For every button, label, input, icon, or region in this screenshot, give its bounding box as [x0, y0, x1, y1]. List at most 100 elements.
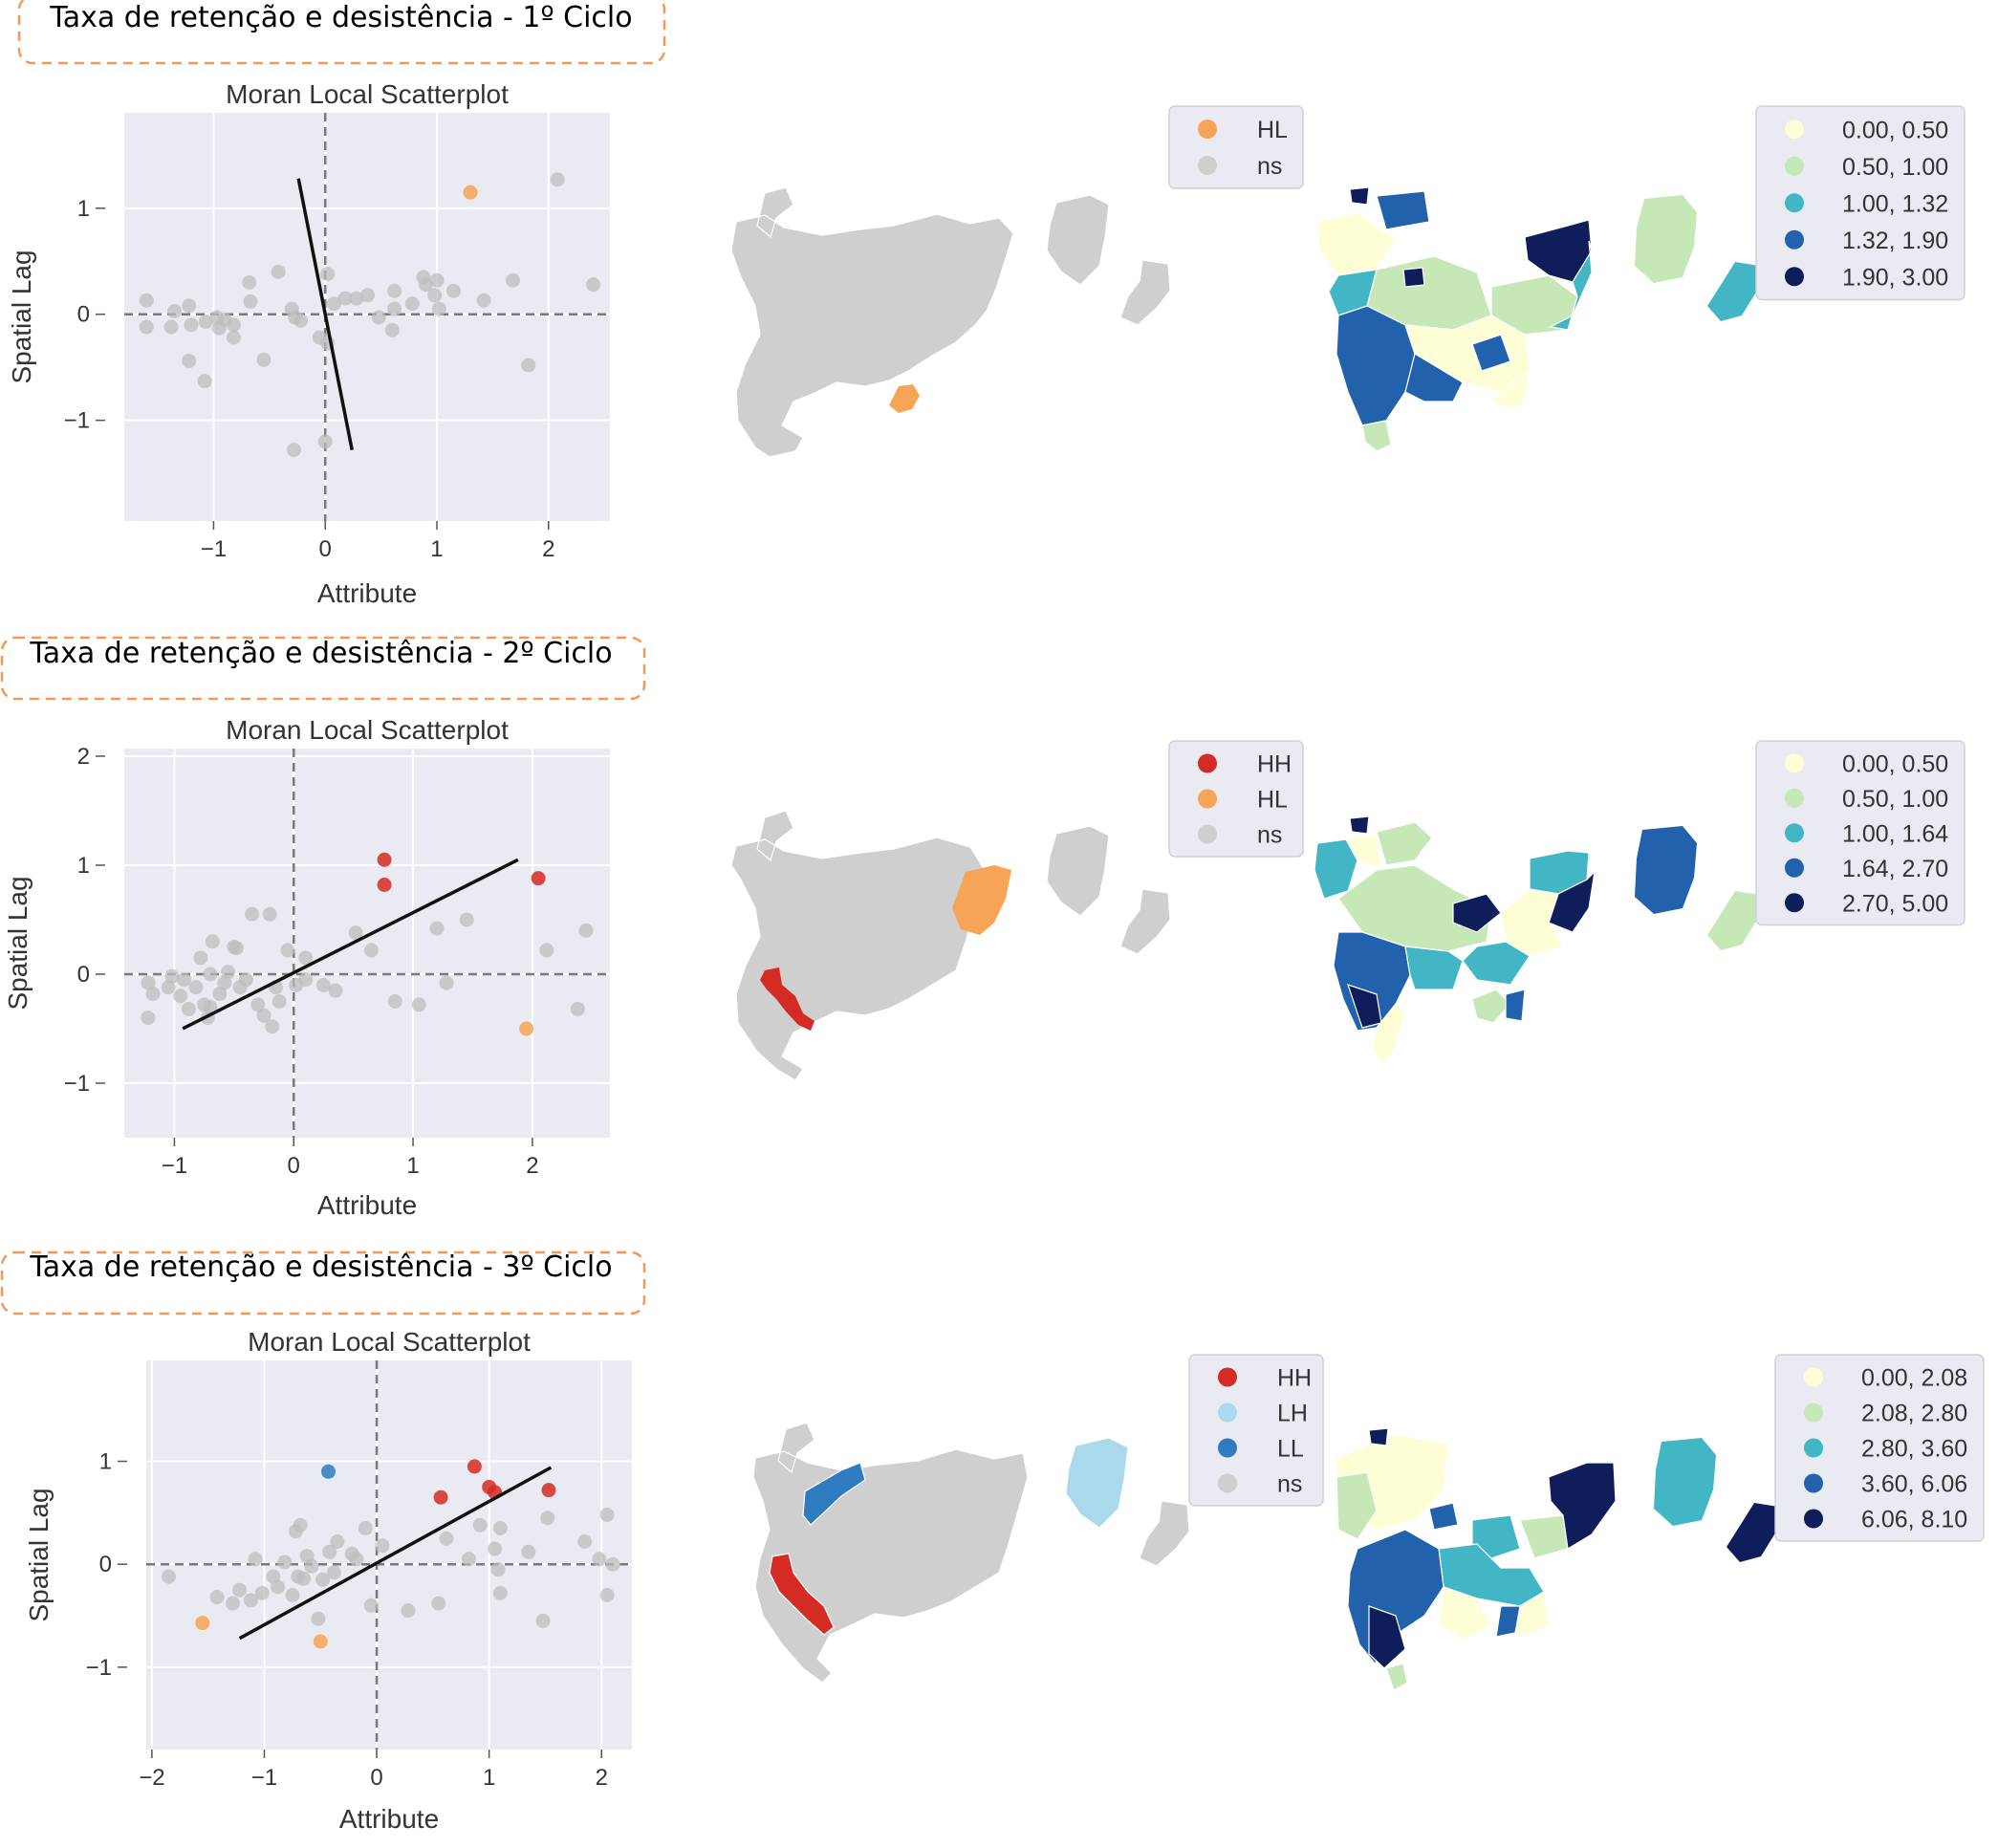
map-region-q1 — [1345, 833, 1382, 869]
legend-label: HL — [1257, 787, 1288, 814]
legend-swatch — [1785, 753, 1804, 773]
data-point-ns — [349, 1552, 364, 1567]
data-point-hh — [541, 1483, 556, 1498]
plot-area — [124, 749, 610, 1138]
section-2: Taxa de retenção e desistência - 2º Cicl… — [0, 636, 1965, 1220]
y-tick-label: −1 — [64, 1071, 90, 1097]
data-point-ns — [605, 1556, 620, 1572]
data-point-ns — [265, 1019, 280, 1034]
map-region-q2b — [1519, 1514, 1569, 1559]
chart-title: Moran Local Scatterplot — [226, 79, 509, 109]
legend-label: 1.32, 1.90 — [1842, 228, 1948, 254]
legend-label: 0.00, 0.50 — [1842, 750, 1948, 777]
legend-box — [1774, 1354, 1985, 1542]
data-point-ns — [539, 943, 554, 958]
data-point-ns — [262, 906, 277, 922]
data-point-ns — [245, 906, 260, 922]
data-point-ns — [427, 288, 443, 303]
legend-label: 1.90, 3.00 — [1842, 264, 1948, 291]
data-point-ns — [429, 272, 445, 288]
legend-label: 2.70, 5.00 — [1842, 890, 1948, 917]
legend-swatch — [1785, 823, 1804, 843]
legend-label: 1.00, 1.64 — [1842, 820, 1948, 847]
y-tick-label: 2 — [77, 744, 90, 770]
legend-label: ns — [1277, 1471, 1302, 1498]
data-point-ns — [287, 443, 302, 458]
lisa-legend-1: HL ns — [1168, 105, 1304, 189]
map-region-q4d — [1471, 334, 1511, 372]
legend-label: 1.00, 1.32 — [1842, 190, 1948, 217]
x-axis-label: Attribute — [339, 1804, 439, 1834]
legend-label: 2.08, 2.80 — [1861, 1401, 1967, 1427]
data-point-ll — [321, 1464, 336, 1479]
legend-label: LH — [1277, 1401, 1308, 1427]
data-point-ns — [459, 912, 474, 927]
data-point-ns — [492, 1585, 508, 1600]
section-1: Taxa de retenção e desistência - 1º Cicl… — [7, 0, 1965, 608]
data-point-ns — [162, 1569, 177, 1584]
map-region-q5b — [1452, 893, 1502, 933]
x-tick-label: 1 — [406, 1153, 419, 1179]
legend-label: HL — [1257, 117, 1288, 143]
y-tick-label: −1 — [64, 408, 90, 434]
legend-swatch — [1785, 229, 1804, 250]
map-region-hh — [769, 1553, 835, 1636]
legend-swatch — [1218, 1473, 1237, 1493]
data-point-ns — [570, 1001, 585, 1016]
data-point-ns — [182, 298, 197, 314]
data-point-hh — [433, 1489, 448, 1505]
map-region-q1b — [1438, 1586, 1492, 1641]
map-region-hl — [952, 865, 1011, 935]
data-point-ns — [387, 993, 402, 1009]
map-region-q3d — [1404, 946, 1464, 990]
map-region-q4 — [1376, 190, 1430, 230]
data-point-ns — [271, 1579, 286, 1595]
x-tick-label: 0 — [319, 536, 332, 562]
map-region-q5 — [1368, 1427, 1389, 1446]
data-point-ns — [446, 283, 462, 298]
data-point-ns — [585, 277, 600, 293]
data-point-ns — [472, 1517, 488, 1533]
map-island-q4 — [1635, 826, 1697, 914]
data-point-ns — [242, 274, 257, 290]
legend-swatch — [1785, 267, 1804, 287]
data-point-ns — [577, 1534, 593, 1550]
data-point-ns — [176, 972, 191, 988]
data-point-ns — [327, 296, 342, 312]
lisa-legend-3: HH LH LL ns — [1188, 1354, 1324, 1507]
x-axis-label: Attribute — [317, 578, 417, 608]
map-island-2-ns — [1139, 1500, 1190, 1567]
map-region-q4b — [1336, 305, 1416, 426]
section-3: Taxa de retenção e desistência - 3º Cicl… — [0, 1250, 1985, 1834]
map-island-1-ns — [1046, 825, 1110, 917]
data-point-ns — [375, 1538, 390, 1554]
data-point-hl — [313, 1634, 328, 1649]
data-point-ns — [429, 921, 445, 936]
legend-label: 0.50, 1.00 — [1842, 786, 1948, 813]
data-point-hl — [519, 1021, 534, 1036]
map-region-q2 — [1336, 1471, 1378, 1540]
data-point-ns — [285, 1587, 300, 1602]
data-point-ns — [217, 975, 232, 990]
map-island-2-ns — [1119, 259, 1171, 326]
data-point-ns — [461, 1552, 476, 1567]
y-axis-label: Spatial Lag — [7, 250, 36, 383]
data-point-hh — [377, 852, 392, 867]
data-point-ns — [298, 972, 314, 988]
y-tick-label: 1 — [77, 853, 90, 879]
regression-line — [182, 858, 519, 1031]
data-point-ns — [212, 987, 228, 1002]
x-tick-label: 2 — [526, 1153, 538, 1179]
data-point-ns — [181, 1001, 196, 1016]
y-tick-label: 1 — [77, 196, 90, 222]
legend-label: 0.50, 1.00 — [1842, 154, 1948, 181]
map-region-q5 — [1349, 186, 1370, 206]
legend-swatch — [1218, 1402, 1237, 1423]
x-tick-label: 1 — [430, 536, 443, 562]
data-point-ns — [203, 999, 218, 1014]
section-heading-3: Taxa de retenção e desistência - 3º Cicl… — [29, 1250, 612, 1284]
x-tick-label: 0 — [288, 1153, 300, 1179]
data-point-ns — [197, 374, 212, 389]
data-point-ns — [592, 1552, 607, 1567]
data-point-ns — [521, 1544, 536, 1559]
